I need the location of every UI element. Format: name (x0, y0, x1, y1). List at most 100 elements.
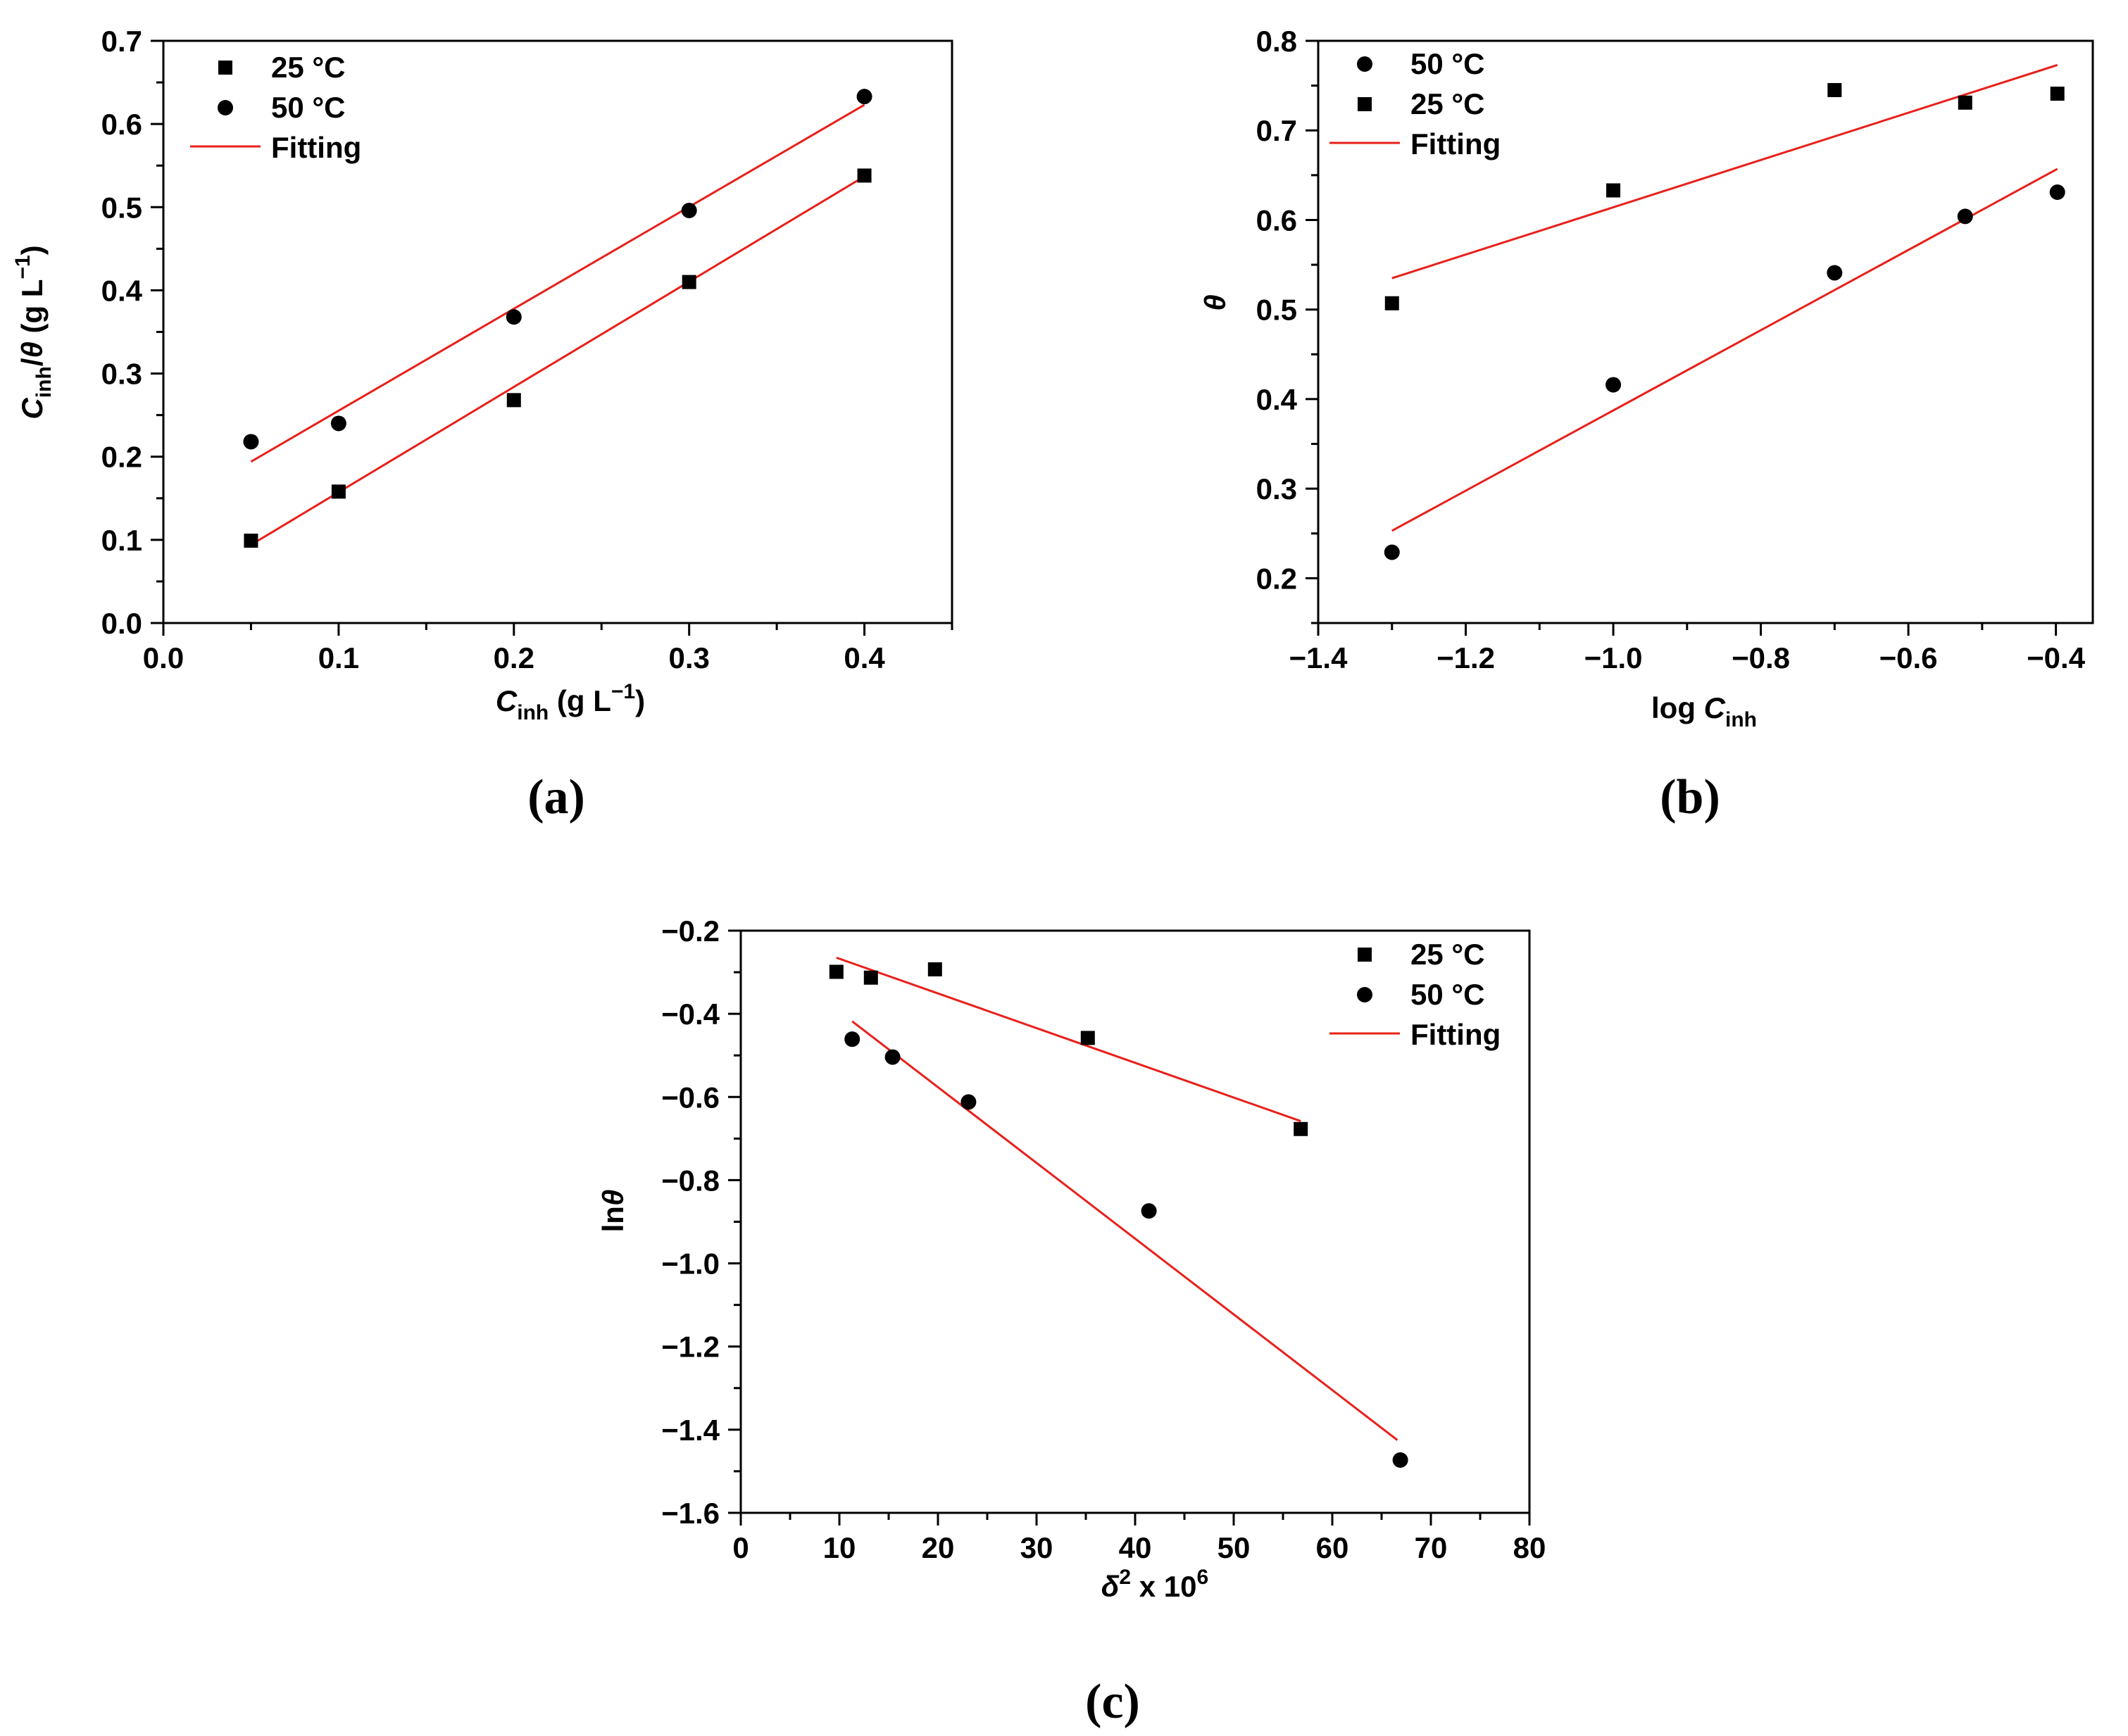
data-point-square (1080, 1031, 1095, 1045)
data-point-circle (1606, 377, 1622, 393)
y-tick-label: 0.3 (101, 358, 142, 391)
legend-label: 25 °C (1410, 87, 1485, 120)
x-tick-label: 70 (1415, 1531, 1448, 1564)
panel-label: (a) (527, 770, 585, 824)
y-tick-label: −0.8 (661, 1164, 720, 1197)
data-point-circle (2049, 184, 2065, 201)
y-tick-label: −0.6 (661, 1081, 720, 1114)
legend-marker-square (1358, 948, 1372, 962)
x-tick-label: 0 (732, 1531, 749, 1564)
x-tick-label: −0.4 (2027, 641, 2086, 674)
fit-line-1 (250, 175, 865, 546)
data-point-square (829, 964, 844, 979)
x-tick-label: 50 (1218, 1531, 1251, 1564)
y-tick-label: 0.5 (1256, 294, 1297, 327)
y-tick-label: 0.4 (1256, 383, 1298, 416)
data-point-circle (681, 203, 697, 219)
plot-frame (162, 39, 953, 624)
legend-label: Fitting (271, 131, 361, 164)
y-tick-label: 0.6 (101, 108, 142, 141)
y-tick-label: 0.0 (101, 607, 142, 640)
data-point-circle (1384, 544, 1400, 560)
y-axis-title: lnθ (596, 1190, 630, 1233)
y-tick-label: 0.6 (1256, 203, 1297, 237)
data-point-square (1958, 95, 1972, 110)
legend-marker-circle (1357, 56, 1372, 72)
legend-marker-square (218, 61, 232, 75)
data-point-circle (1141, 1203, 1157, 1219)
legend: 50 °C 25 °C Fitting (1329, 47, 1501, 161)
legend: 25 °C 50 °C Fitting (190, 51, 361, 164)
x-tick-label: 40 (1119, 1531, 1152, 1564)
x-tick-label: 10 (823, 1531, 856, 1564)
data-point-square (1606, 183, 1621, 198)
y-axis-title: θ (1198, 294, 1232, 310)
fit-line-1 (1391, 168, 2058, 532)
data-point-square (506, 393, 521, 408)
x-tick-label: 0.3 (668, 641, 709, 674)
x-axis-title: Cinh (g L−1) (496, 680, 645, 724)
x-tick-label: 30 (1020, 1531, 1053, 1564)
x-tick-label: 80 (1513, 1531, 1546, 1564)
legend: 25 °C 50 °C Fitting (1329, 938, 1501, 1051)
legend-label: 50 °C (1410, 47, 1485, 80)
legend-marker-circle (218, 100, 233, 115)
fit-line-2 (1391, 63, 2058, 279)
panel-label: (b) (1660, 770, 1720, 824)
data-point-square (1384, 296, 1399, 310)
panel-label: (c) (1085, 1675, 1140, 1729)
data-point-square (863, 970, 878, 985)
x-axis-title: δ2 x 106 (1101, 1566, 1208, 1603)
y-tick-label: 0.1 (101, 524, 142, 557)
chart-panel-c: 0 10 20 30 40 50 60 70 80 −1.6 −1.4 −1.2 −1.0 −0.8 −0.… (596, 914, 1546, 1729)
data-point-square (331, 484, 346, 499)
data-point-circle (1957, 208, 1973, 225)
legend-label: 50 °C (1410, 978, 1485, 1011)
y-tick-label: 0.2 (1256, 562, 1297, 595)
data-point-square (857, 168, 872, 183)
x-axis-title: log Cinh (1651, 691, 1757, 731)
x-tick-label: 0.1 (318, 641, 359, 674)
y-tick-label: 0.2 (101, 441, 142, 474)
legend-label: 25 °C (1410, 938, 1485, 971)
legend-marker-square (1358, 97, 1372, 111)
data-point-circle (1827, 265, 1843, 281)
y-tick-label: −1.0 (661, 1247, 720, 1281)
x-tick-label: 60 (1316, 1531, 1349, 1564)
data-point-circle (330, 415, 346, 432)
data-point-circle (884, 1049, 901, 1065)
fit-line-2 (250, 103, 865, 463)
data-point-circle (960, 1094, 977, 1110)
x-tick-label: 0.4 (844, 641, 885, 674)
legend-label: 50 °C (271, 91, 346, 124)
chart-panel-a: 0.0 0.1 0.2 0.3 0.4 0.0 0.1 0.2 0.3 0.4 0.5 0.6 0.7 C… (11, 25, 953, 824)
y-tick-label: −1.6 (661, 1497, 720, 1530)
data-point-circle (844, 1031, 860, 1048)
x-tick-label: 0.2 (494, 641, 534, 674)
y-tick-label: 0.7 (101, 25, 142, 58)
legend-label: Fitting (1410, 127, 1501, 161)
y-tick-label: 0.5 (101, 191, 142, 224)
data-point-square (1294, 1121, 1308, 1136)
x-tick-label: 0.0 (143, 641, 184, 674)
data-point-circle (856, 89, 872, 105)
plot-frame (1317, 39, 2094, 624)
x-tick-label: −1.0 (1584, 641, 1643, 674)
chart-panel-b: −1.4 −1.2 −1.0 −0.8 −0.6 −0.4 0.2 0.3 0.4 0.5 0.6 0… (1198, 25, 2094, 824)
data-point-square (2050, 87, 2065, 101)
data-point-square (244, 534, 258, 548)
x-tick-label: −0.8 (1732, 641, 1790, 674)
y-tick-label: −0.4 (661, 998, 720, 1031)
legend-marker-circle (1357, 987, 1372, 1002)
y-tick-label: −0.2 (661, 914, 720, 948)
y-axis-title: Cinh/θ (g L−1) (11, 245, 56, 419)
data-point-circle (243, 434, 259, 450)
data-point-square (927, 962, 942, 976)
x-tick-label: −1.4 (1289, 641, 1348, 674)
x-tick-label: −1.2 (1437, 641, 1495, 674)
y-tick-label: −1.2 (661, 1331, 720, 1364)
data-point-circle (506, 309, 522, 325)
legend-label: Fitting (1410, 1018, 1501, 1051)
y-tick-label: 0.3 (1256, 472, 1297, 505)
